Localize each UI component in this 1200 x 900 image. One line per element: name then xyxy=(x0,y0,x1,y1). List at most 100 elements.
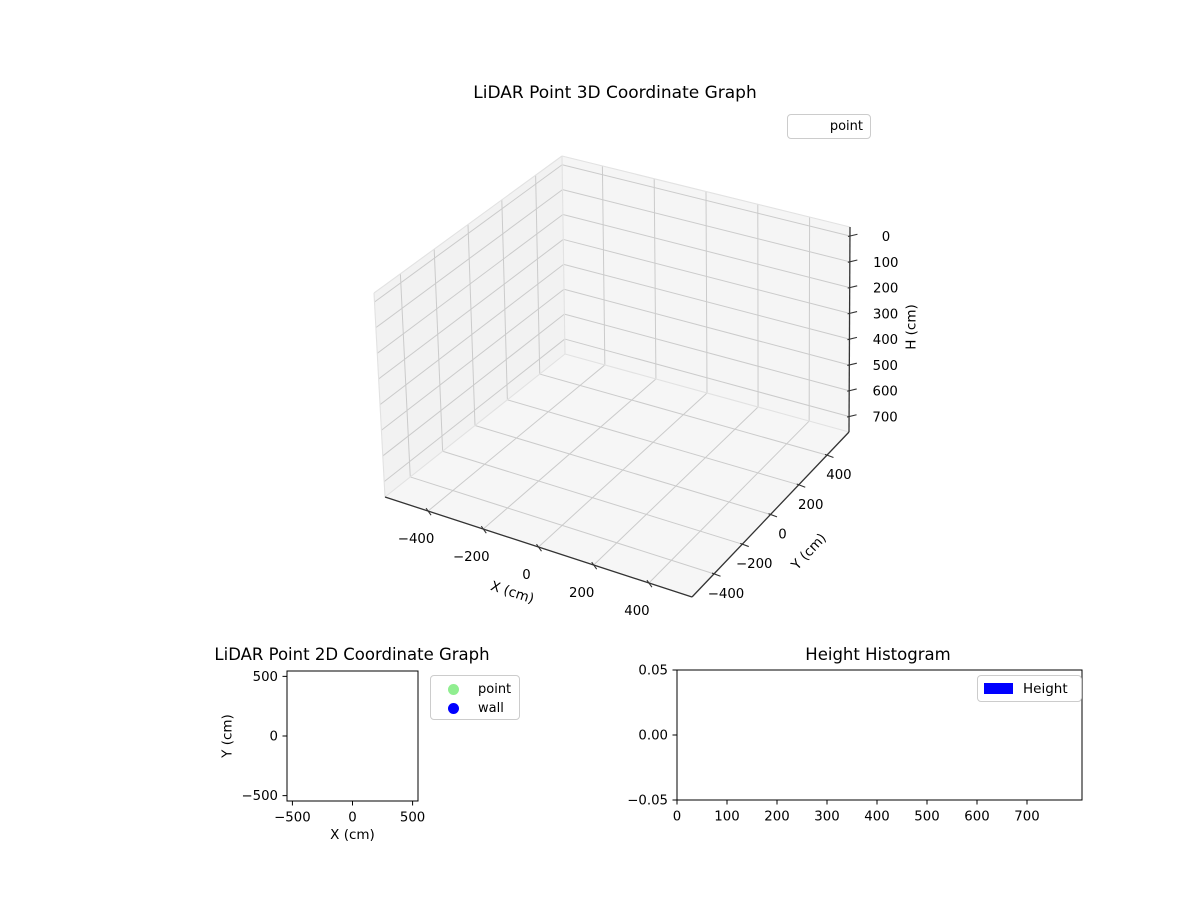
hist-x-tick-label: 200 xyxy=(764,810,789,825)
grid-line-y-wall xyxy=(467,224,476,426)
legend-label-point: point xyxy=(829,119,863,134)
grid-line-z-left xyxy=(374,164,563,303)
z-axis-spine xyxy=(848,226,851,433)
pane-edge xyxy=(564,353,850,433)
plot2d-legend: point wall xyxy=(430,675,520,720)
hist-x-tick-label: 400 xyxy=(864,810,889,825)
z-tick-mark xyxy=(847,233,858,238)
x-tick-mark xyxy=(480,525,487,534)
plot2d-y-tick-label: 500 xyxy=(253,670,278,685)
grid-line-z-right xyxy=(563,263,850,340)
hist-title: Height Histogram xyxy=(805,645,951,664)
plot2d-x-axis-label: X (cm) xyxy=(330,827,375,843)
z-tick-mark xyxy=(847,259,858,263)
y-tick-mark xyxy=(711,572,721,577)
grid-line-z-right xyxy=(564,338,850,418)
legend-row-point: point xyxy=(431,680,519,699)
grid-line-x-floor xyxy=(648,420,810,584)
pane-edge xyxy=(561,155,851,228)
x-tick-mark xyxy=(425,507,432,516)
plot2d-title: LiDAR Point 2D Coordinate Graph xyxy=(214,645,490,664)
grid-line-z-left xyxy=(375,189,563,329)
y-tick-mark xyxy=(740,542,749,548)
plot3d-title: LiDAR Point 3D Coordinate Graph xyxy=(473,83,757,103)
plot2d-y-tick-label: 0 xyxy=(270,730,278,745)
y-axis-label: Y (cm) xyxy=(788,530,830,574)
y-tick-mark xyxy=(824,453,834,459)
grid-line-z-left xyxy=(383,338,566,482)
grid-line-z-right xyxy=(564,313,850,392)
axes3d-pane-left xyxy=(374,156,565,497)
grid-line-x-wall xyxy=(601,165,606,365)
grid-line-x-wall xyxy=(705,191,708,394)
pane-edge xyxy=(373,292,386,498)
plot3d-legend: point xyxy=(787,114,871,139)
grid-line-z-left xyxy=(379,263,564,406)
hist-x-tick-label: 600 xyxy=(964,810,989,825)
grid-line-y-wall xyxy=(535,175,541,375)
z-tick-label: 600 xyxy=(873,385,898,400)
y-tick-label: 0 xyxy=(778,528,786,543)
z-tick-mark xyxy=(846,414,857,418)
hist-x-tick-label: 0 xyxy=(673,810,681,825)
y-tick-label: −200 xyxy=(736,557,773,572)
z-tick-label: 200 xyxy=(873,282,898,297)
grid-line-z-left xyxy=(382,313,565,457)
y-tick-label: 400 xyxy=(826,468,851,483)
z-tick-label: 100 xyxy=(873,256,898,271)
plot2d-x-tick-label: 0 xyxy=(348,811,356,826)
height-swatch-icon xyxy=(984,683,1013,694)
y-tick-label: −400 xyxy=(708,587,745,602)
plot2d-y-axis-label: Y (cm) xyxy=(220,714,236,759)
z-tick-mark xyxy=(847,336,858,341)
hist-y-tick-label: 0.05 xyxy=(638,664,668,679)
legend-label-wall: wall xyxy=(478,701,504,716)
hist-x-tick-label: 500 xyxy=(914,810,939,825)
grid-line-z-left xyxy=(376,214,564,354)
grid-line-z-right xyxy=(562,189,850,263)
grid-line-x-floor xyxy=(482,378,657,530)
z-tick-label: 700 xyxy=(872,411,897,426)
x-tick-mark xyxy=(536,543,542,552)
x-tick-mark xyxy=(646,579,653,588)
grid-line-x-floor xyxy=(593,406,759,566)
x-tick-label: −400 xyxy=(398,532,435,547)
z-tick-mark xyxy=(847,388,857,392)
grid-line-z-right xyxy=(563,238,850,314)
grid-line-x-floor xyxy=(427,364,606,512)
grid-line-z-right xyxy=(562,164,851,237)
hist-legend: Height xyxy=(977,675,1082,702)
point-marker-icon xyxy=(448,684,459,695)
pane-edge xyxy=(561,155,566,355)
grid-line-z-left xyxy=(378,239,564,380)
legend-label-point: point xyxy=(478,682,512,697)
z-tick-label: 0 xyxy=(882,230,890,245)
hist-x-tick-label: 700 xyxy=(1014,810,1039,825)
plot2d-y-tick-label: −500 xyxy=(241,789,278,804)
pane-edge xyxy=(373,155,563,294)
x-tick-label: 400 xyxy=(624,604,649,619)
legend-row-wall: wall xyxy=(431,699,519,718)
grid-line-y-wall xyxy=(433,249,444,452)
x-tick-label: 0 xyxy=(522,568,530,583)
legend-label-height: Height xyxy=(1023,680,1068,697)
plot2d-x-tick-label: 500 xyxy=(400,811,425,826)
x-tick-mark xyxy=(591,561,598,570)
grid-line-x-floor xyxy=(538,392,708,548)
grid-line-z-left xyxy=(381,288,565,431)
y-tick-label: 200 xyxy=(798,498,823,513)
plot2d-x-tick-label: −500 xyxy=(274,811,311,826)
x-tick-label: −200 xyxy=(453,550,490,565)
y-tick-mark xyxy=(768,513,778,518)
legend-empty-handle xyxy=(804,121,830,133)
x-tick-label: 200 xyxy=(569,586,594,601)
z-tick-mark xyxy=(847,362,857,366)
z-tick-label: 300 xyxy=(873,307,898,322)
grid-line-y-wall xyxy=(501,199,508,400)
y-tick-mark xyxy=(796,483,806,488)
axes3d-pane-right xyxy=(562,156,850,432)
pane-edge xyxy=(384,353,566,498)
z-tick-mark xyxy=(847,285,858,289)
